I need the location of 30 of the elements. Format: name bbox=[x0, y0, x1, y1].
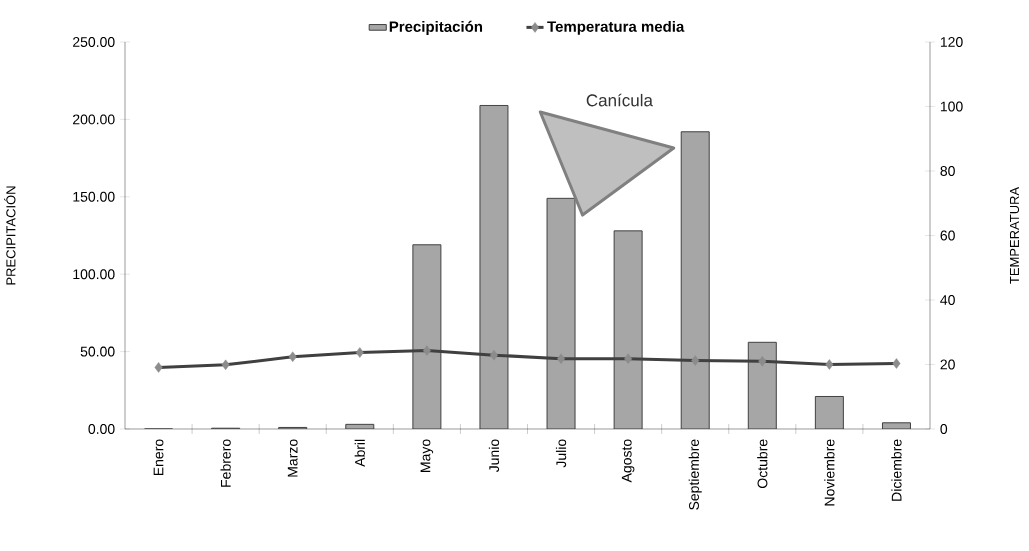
x-tick-label: Octubre bbox=[757, 439, 768, 488]
y-tick-label: 50.00 bbox=[80, 346, 115, 357]
y-tick-label: 250.00 bbox=[73, 37, 115, 47]
annotation: Canícula bbox=[586, 93, 653, 107]
x-tick-label: Febrero bbox=[220, 439, 231, 487]
x-tick-label: Agosto bbox=[621, 439, 635, 483]
y2-tick-label: 20 bbox=[940, 359, 955, 370]
y2-tick-label: 80 bbox=[940, 166, 955, 176]
x-tick-label: Marzo bbox=[287, 439, 298, 477]
y2-tick-label: 120 bbox=[940, 37, 963, 47]
x-tick-label: Noviembre bbox=[824, 439, 835, 506]
y-tick-label: 150.00 bbox=[73, 191, 115, 202]
y2-tick-label: 40 bbox=[940, 295, 955, 305]
y2-tick-label: 60 bbox=[940, 230, 955, 241]
x-tick-label: Diciembre bbox=[891, 439, 902, 501]
y-axis-title: PRECIPITACIÓN bbox=[4, 186, 16, 285]
y2-tick-label: 0 bbox=[940, 424, 948, 434]
x-tick-label: Mayo bbox=[420, 439, 434, 472]
x-tick-label: Abril bbox=[354, 439, 365, 467]
legend-label: Precipitación bbox=[389, 20, 483, 35]
y-tick-label: 100.00 bbox=[73, 269, 115, 280]
legend-label: Temperatura media bbox=[547, 20, 685, 35]
y2-axis-title: TEMPERATURA bbox=[1009, 186, 1020, 284]
x-tick-label: Julio bbox=[555, 439, 567, 468]
y2-tick-label: 100 bbox=[940, 101, 963, 112]
y-tick-label: 0.00 bbox=[88, 424, 115, 434]
y-tick-label: 200.00 bbox=[73, 114, 115, 125]
x-tick-label: Enero bbox=[153, 439, 164, 476]
x-tick-label: Septiembre bbox=[688, 439, 702, 510]
x-tick-label: Junio bbox=[488, 439, 500, 473]
